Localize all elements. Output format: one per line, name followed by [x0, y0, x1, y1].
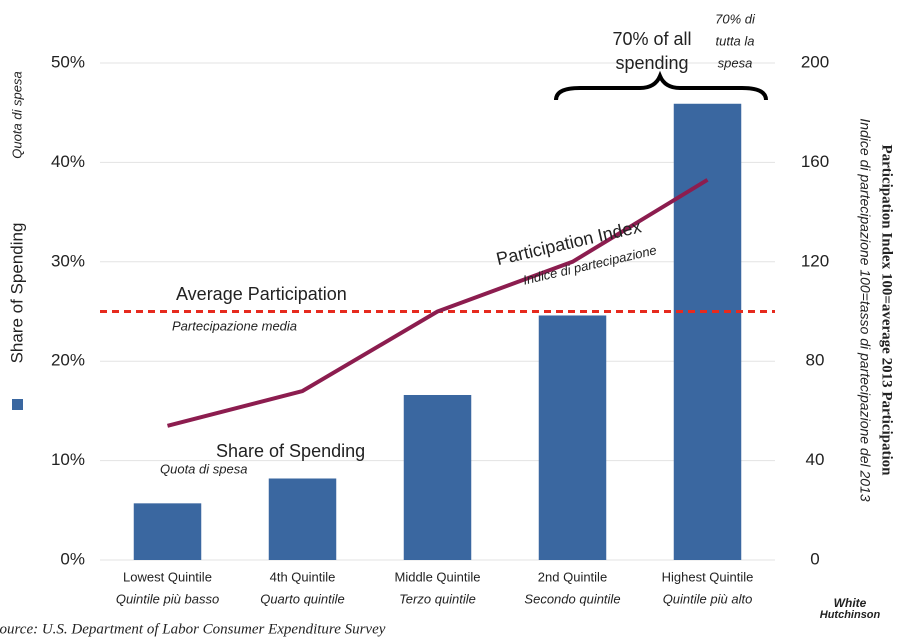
y-tick-label: 10%	[51, 450, 85, 469]
series-label-it: Quota di spesa	[160, 461, 247, 476]
x-tick-label: Lowest Quintile	[123, 569, 212, 584]
y-tick-label: 50%	[51, 52, 85, 71]
x-tick-label: 4th Quintile	[270, 569, 336, 584]
y2-tick-label: 40	[806, 450, 825, 469]
bracket-label-it: tutta la	[715, 33, 754, 48]
bar	[403, 394, 472, 560]
bar	[268, 478, 337, 560]
reference-label: Average Participation	[176, 284, 347, 304]
x-tick-label: 2nd Quintile	[538, 569, 607, 584]
y2-axis-title-it: Indice di partecipazione 100=tasso di pa…	[857, 118, 873, 502]
y-tick-label: 30%	[51, 251, 85, 270]
bar	[133, 503, 202, 560]
y2-tick-label: 80	[806, 351, 825, 370]
bracket-label: 70% of all	[612, 29, 691, 49]
series-label: Share of Spending	[216, 441, 365, 461]
x-tick-label: Highest Quintile	[662, 569, 754, 584]
bracket	[554, 70, 768, 101]
logo: Hutchinson	[820, 609, 881, 621]
y-axis-title: Share of Spending	[7, 223, 26, 364]
y-tick-label: 40%	[51, 152, 85, 171]
y2-tick-label: 0	[810, 549, 819, 568]
x-tick-label-it: Quintile più alto	[663, 591, 753, 606]
logo: White	[834, 596, 867, 610]
bracket-label: spending	[615, 53, 688, 73]
y-axis-title-it: Quota di spesa	[9, 71, 24, 158]
bar	[538, 315, 607, 560]
x-tick-label-it: Secondo quintile	[524, 591, 620, 606]
bracket-label-it: 70% di	[715, 11, 756, 26]
y2-tick-label: 200	[801, 52, 829, 71]
y2-tick-label: 120	[801, 251, 829, 270]
x-tick-label-it: Quarto quintile	[260, 591, 345, 606]
bar	[673, 103, 742, 560]
x-tick-label-it: Quintile più basso	[116, 591, 219, 606]
x-tick-label-it: Terzo quintile	[399, 591, 476, 606]
source: Source: U.S. Department of Labor Consume…	[0, 621, 386, 637]
x-tick-label: Middle Quintile	[395, 569, 481, 584]
y2-tick-label: 160	[801, 152, 829, 171]
reference-label-it: Partecipazione media	[172, 318, 297, 333]
line	[167, 178, 709, 428]
legend-swatch	[12, 399, 23, 410]
y2-axis-title: Participation Index 100=average 2013 Par…	[879, 144, 895, 476]
y-tick-label: 20%	[51, 351, 85, 370]
y-tick-label: 0%	[60, 549, 85, 568]
bracket-label-it: spesa	[718, 55, 753, 70]
